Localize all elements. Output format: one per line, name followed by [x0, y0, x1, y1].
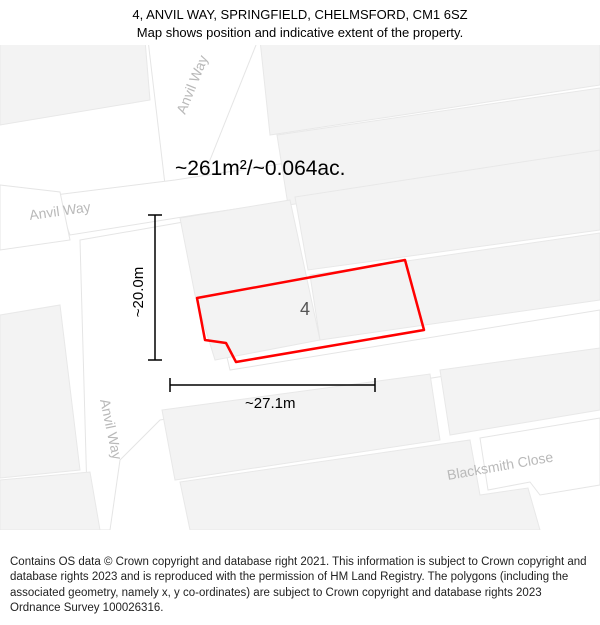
map-svg: Anvil Way Anvil Way Anvil Way Blacksmith… [0, 40, 600, 530]
area-label: ~261m²/~0.064ac. [175, 157, 345, 180]
footer: Contains OS data © Crown copyright and d… [0, 549, 600, 625]
dim-height-label: ~20.0m [130, 267, 147, 317]
dim-width-label: ~27.1m [245, 395, 295, 412]
page-subtitle: Map shows position and indicative extent… [10, 24, 590, 42]
plot-number: 4 [300, 299, 310, 319]
map-area: Anvil Way Anvil Way Anvil Way Blacksmith… [0, 40, 600, 530]
footer-text: Contains OS data © Crown copyright and d… [10, 556, 587, 615]
page-title: 4, ANVIL WAY, SPRINGFIELD, CHELMSFORD, C… [10, 6, 590, 24]
header: 4, ANVIL WAY, SPRINGFIELD, CHELMSFORD, C… [0, 0, 600, 45]
